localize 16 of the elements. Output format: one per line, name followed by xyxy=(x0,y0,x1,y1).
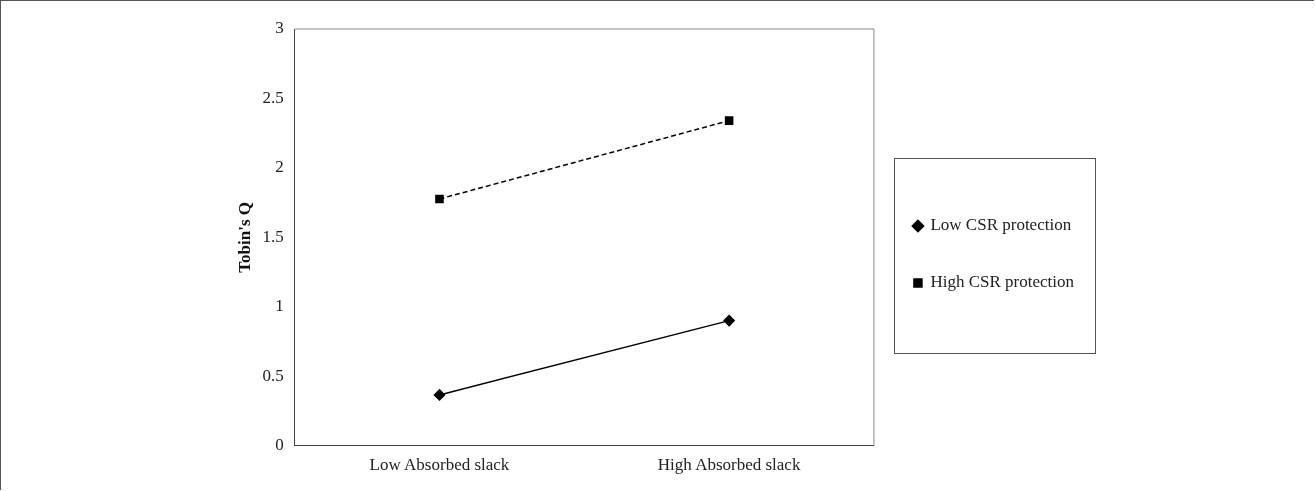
x-tick-label: Low Absorbed slack xyxy=(369,455,510,475)
y-tick-label: 1 xyxy=(275,296,284,316)
y-tick-label: 0 xyxy=(275,435,284,455)
y-tick-label: 0.5 xyxy=(262,365,284,385)
y-tick-label: 2 xyxy=(275,157,284,177)
x-tick-label: High Absorbed slack xyxy=(657,455,801,475)
y-tick-label: 1.5 xyxy=(262,226,284,246)
y-tick-label: 2.5 xyxy=(262,87,284,107)
point xyxy=(435,194,444,204)
point xyxy=(724,116,734,125)
y-axis-title: Tobin's Q xyxy=(234,201,254,273)
point xyxy=(723,314,735,327)
y-tick-label: 3 xyxy=(275,18,284,38)
legend-label: High CSR protection xyxy=(930,272,1075,292)
point xyxy=(433,389,446,401)
legend-label: Low CSR protection xyxy=(930,215,1072,235)
